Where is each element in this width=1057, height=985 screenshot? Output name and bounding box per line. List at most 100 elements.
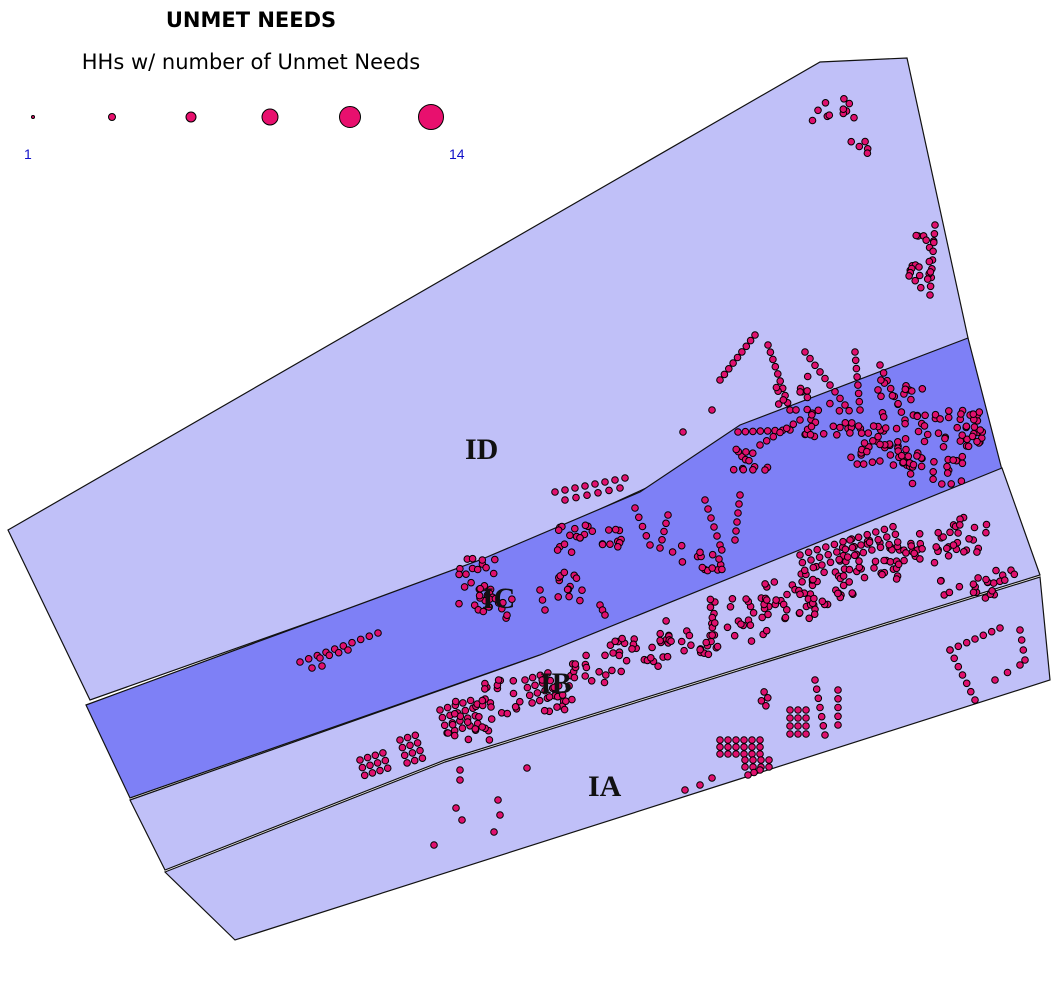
household-point [553, 546, 562, 554]
household-point [614, 543, 622, 551]
household-point [857, 429, 866, 438]
household-point [1021, 656, 1029, 664]
household-point [946, 528, 954, 537]
household-point [1001, 576, 1009, 585]
household-point [581, 482, 589, 490]
household-point [854, 533, 863, 542]
household-point [756, 427, 765, 435]
household-point [834, 703, 842, 712]
household-point [561, 486, 569, 494]
household-point [762, 702, 770, 710]
household-point [820, 568, 828, 577]
household-point [840, 95, 848, 103]
household-point [938, 480, 946, 488]
household-point [916, 555, 924, 563]
household-point [839, 581, 848, 590]
household-point [724, 736, 732, 744]
household-point [956, 521, 964, 529]
household-point [776, 377, 785, 385]
household-point [728, 595, 737, 603]
household-point [967, 687, 975, 696]
household-point [806, 354, 814, 363]
household-point [894, 399, 902, 408]
household-point [523, 683, 532, 692]
household-point [478, 556, 487, 564]
household-point [698, 563, 707, 572]
household-point [706, 603, 715, 612]
household-point [926, 268, 935, 276]
household-point [467, 578, 475, 587]
household-point [929, 247, 937, 256]
household-point [308, 664, 316, 672]
household-point [805, 614, 814, 623]
legend-min-label: 1 [24, 146, 32, 162]
household-point [463, 718, 472, 726]
household-point [859, 548, 868, 557]
household-point [471, 725, 480, 733]
household-point [646, 541, 654, 549]
household-point [816, 703, 824, 712]
household-point [756, 441, 764, 449]
household-point [499, 598, 507, 607]
household-point [934, 528, 943, 537]
household-point [909, 460, 918, 469]
household-point [930, 238, 938, 247]
household-point [481, 685, 489, 693]
household-point [826, 399, 834, 408]
household-point [541, 606, 549, 614]
household-point [545, 693, 554, 701]
household-point [605, 486, 613, 495]
household-point [737, 620, 745, 629]
household-point [833, 548, 841, 556]
household-point [600, 678, 609, 687]
household-point [915, 271, 924, 280]
household-point [708, 631, 717, 639]
household-point [582, 651, 590, 660]
household-point [981, 594, 990, 602]
household-point [536, 586, 544, 594]
household-point [466, 696, 475, 705]
household-point [939, 533, 948, 541]
household-point [475, 713, 483, 721]
household-point [764, 610, 772, 619]
household-point [902, 549, 910, 557]
household-point [554, 526, 563, 535]
household-point [708, 406, 716, 414]
household-point [809, 575, 817, 584]
household-point [738, 348, 746, 356]
household-point [662, 519, 670, 528]
household-point [476, 584, 485, 593]
household-point [798, 558, 807, 567]
household-point [473, 565, 482, 574]
household-point [819, 430, 828, 438]
household-point [528, 673, 537, 682]
household-point [459, 699, 467, 707]
legend-symbol-4 [261, 108, 279, 126]
household-point [748, 743, 756, 751]
household-point [848, 543, 857, 552]
household-point [765, 763, 773, 771]
household-point [826, 558, 835, 567]
household-point [696, 781, 704, 789]
household-point [991, 676, 999, 684]
household-point [845, 565, 854, 574]
household-point [911, 276, 920, 285]
household-point [850, 551, 859, 560]
household-point [735, 500, 743, 508]
household-point [869, 437, 877, 445]
household-point [460, 583, 469, 591]
household-point [932, 543, 941, 551]
household-point [765, 756, 773, 764]
household-point [487, 703, 495, 711]
household-point [373, 759, 382, 767]
household-point [365, 632, 374, 641]
household-point [925, 257, 934, 266]
household-point [1019, 646, 1028, 654]
household-point [732, 736, 740, 744]
household-point [860, 439, 869, 447]
household-point [915, 530, 924, 538]
household-point [356, 635, 365, 644]
household-point [813, 545, 822, 554]
household-point [982, 520, 991, 529]
household-point [718, 546, 726, 554]
